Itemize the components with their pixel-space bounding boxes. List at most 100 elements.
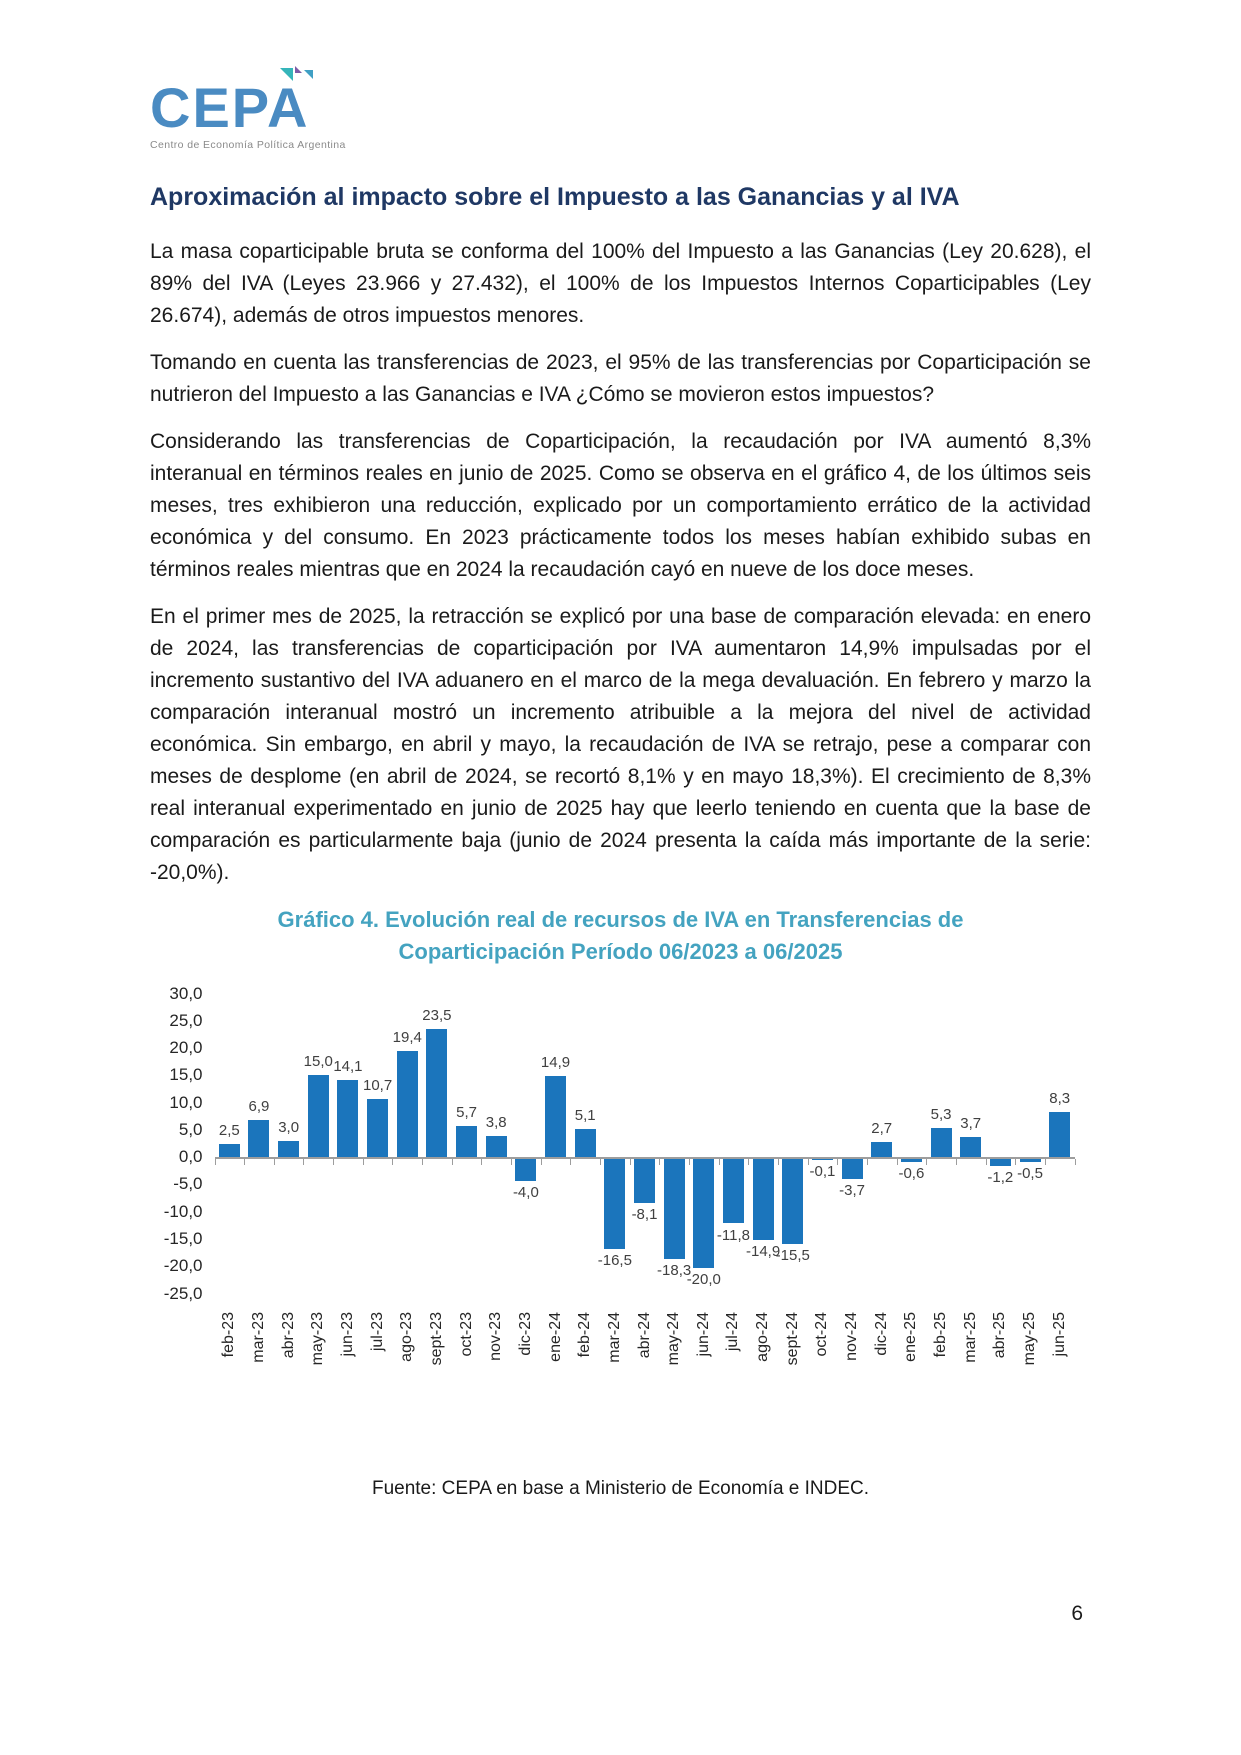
x-axis-label: sept-23 <box>427 1311 445 1365</box>
x-axis-label: may-23 <box>309 1311 327 1365</box>
bar-mar-25 <box>960 1136 982 1158</box>
bar-sept-23 <box>426 1028 448 1158</box>
chart-title-line2: Coparticipación Período 06/2023 a 06/202… <box>398 938 843 964</box>
paragraph-2: Tomando en cuenta las transferencias de … <box>150 350 1091 406</box>
bar-dic-24 <box>871 1142 893 1158</box>
x-axis-tick <box>777 1159 779 1166</box>
chart-y-axis: 30,0 25,0 20,0 15,0 10,0 5,0 0,0 -5,0 -10,0 -15,0… <box>151 984 203 1302</box>
bar-value-label: -3,7 <box>839 1182 865 1200</box>
logo-triangles-icon <box>280 66 314 81</box>
page-title: Aproximación al impacto sobre el Impuest… <box>150 183 960 211</box>
x-axis-tick <box>511 1159 513 1166</box>
paragraph-4: En el primer mes de 2025, la retracción … <box>150 604 1091 884</box>
bar-value-label: -14,9 <box>746 1243 781 1261</box>
x-axis-label: ago-23 <box>398 1311 416 1362</box>
bar-jun-24 <box>693 1159 715 1269</box>
bar-value-label: 5,7 <box>456 1104 477 1122</box>
bar-value-label: 6,9 <box>248 1097 270 1115</box>
x-axis-label: mar-23 <box>249 1311 267 1363</box>
bar-ene-25 <box>900 1159 922 1163</box>
y-axis-tick-label: -25,0 <box>163 1283 203 1303</box>
x-axis-tick <box>955 1159 957 1166</box>
x-axis-line <box>214 1157 1075 1160</box>
x-axis-label: ene-25 <box>902 1311 920 1362</box>
bar-feb-25 <box>930 1128 952 1158</box>
y-axis-tick-label: 25,0 <box>169 1010 203 1030</box>
bar-may-24 <box>663 1159 685 1259</box>
chart-title: Gráfico 4. Evolución real de recursos de… <box>150 904 1091 968</box>
x-axis-label: ene-24 <box>546 1311 564 1362</box>
x-axis-label: abr-23 <box>279 1311 297 1358</box>
bar-value-label: -0,6 <box>898 1165 925 1183</box>
x-axis-tick <box>481 1159 483 1166</box>
bar-feb-23 <box>218 1143 240 1158</box>
bar-ago-24 <box>752 1159 774 1241</box>
x-axis-tick <box>333 1159 335 1166</box>
x-axis-tick <box>837 1159 839 1166</box>
bar-nov-24 <box>841 1159 863 1180</box>
x-axis-tick <box>1074 1159 1076 1166</box>
bar-mar-24 <box>604 1159 626 1250</box>
x-axis-label: sept-24 <box>783 1311 801 1365</box>
y-axis-tick-label: 0,0 <box>178 1147 203 1167</box>
blue-triangle-icon <box>304 70 314 79</box>
bar-chart: 30,0 25,0 20,0 15,0 10,0 5,0 0,0 -5,0 -10,0 -15,0… <box>151 984 1091 1444</box>
x-axis-tick <box>807 1159 809 1166</box>
bar-value-label: 15,0 <box>303 1053 333 1071</box>
y-axis-tick-label: -5,0 <box>173 1174 203 1194</box>
x-axis-tick <box>362 1159 364 1166</box>
x-axis-label: nov-23 <box>487 1311 505 1361</box>
x-axis-tick <box>1044 1159 1046 1166</box>
x-axis-tick <box>748 1159 750 1166</box>
bar-abr-24 <box>634 1159 655 1204</box>
x-axis-tick <box>718 1159 720 1166</box>
x-axis-tick <box>244 1159 246 1166</box>
bar-value-label: 19,4 <box>392 1029 422 1047</box>
chart-title-line1: Gráfico 4. Evolución real de recursos de… <box>277 906 964 932</box>
y-axis-tick-label: -15,0 <box>163 1228 203 1248</box>
bar-value-label: 14,9 <box>540 1053 571 1071</box>
y-axis-tick-label: 5,0 <box>178 1119 203 1139</box>
x-axis-label: jun-23 <box>338 1311 356 1356</box>
bar-value-label: -4,0 <box>512 1183 539 1201</box>
x-axis-tick <box>659 1159 661 1166</box>
bar-value-label: 3,7 <box>960 1114 982 1132</box>
y-axis-tick-label: 30,0 <box>169 983 203 1003</box>
x-axis-label: dic-23 <box>516 1311 534 1356</box>
x-axis-tick <box>392 1159 394 1166</box>
y-axis-tick-label: -10,0 <box>163 1201 203 1221</box>
x-axis-tick <box>570 1159 572 1166</box>
x-axis-label: oct-24 <box>813 1311 831 1356</box>
bar-value-label: -0,5 <box>1017 1164 1043 1182</box>
x-axis-tick <box>451 1159 453 1166</box>
bar-may-25 <box>1019 1159 1041 1162</box>
bar-value-label: 2,7 <box>871 1120 893 1138</box>
bar-value-label: 5,3 <box>930 1106 952 1124</box>
x-axis-tick <box>896 1159 898 1166</box>
x-axis-label: abr-25 <box>991 1311 1009 1358</box>
bar-sept-24 <box>782 1159 804 1244</box>
source-note: Fuente: CEPA en base a Ministerio de Eco… <box>371 1477 870 1499</box>
x-axis-label: feb-25 <box>932 1311 950 1357</box>
bar-jun-23 <box>337 1080 359 1158</box>
x-axis-label: jun-24 <box>694 1311 712 1356</box>
x-axis-tick <box>540 1159 542 1166</box>
bar-jun-25 <box>1049 1111 1071 1158</box>
bar-nov-23 <box>485 1136 507 1158</box>
x-axis-tick <box>422 1159 424 1166</box>
bar-value-label: -16,5 <box>597 1252 632 1270</box>
bar-abr-25 <box>989 1159 1011 1166</box>
bar-value-label: 2,5 <box>218 1121 240 1139</box>
bar-value-label: -18,3 <box>657 1261 692 1279</box>
bar-feb-24 <box>574 1129 596 1158</box>
x-axis-label: feb-23 <box>220 1311 238 1357</box>
x-axis-label: mar-25 <box>961 1311 979 1363</box>
bar-value-label: 3,0 <box>278 1118 300 1136</box>
x-axis-label: mar-24 <box>605 1311 623 1363</box>
x-axis-tick <box>303 1159 305 1166</box>
x-axis-tick <box>273 1159 275 1166</box>
y-axis-tick-label: 15,0 <box>169 1065 203 1085</box>
bar-value-label: 3,8 <box>485 1114 507 1132</box>
x-axis-tick <box>926 1159 928 1166</box>
bar-abr-23 <box>278 1140 300 1158</box>
